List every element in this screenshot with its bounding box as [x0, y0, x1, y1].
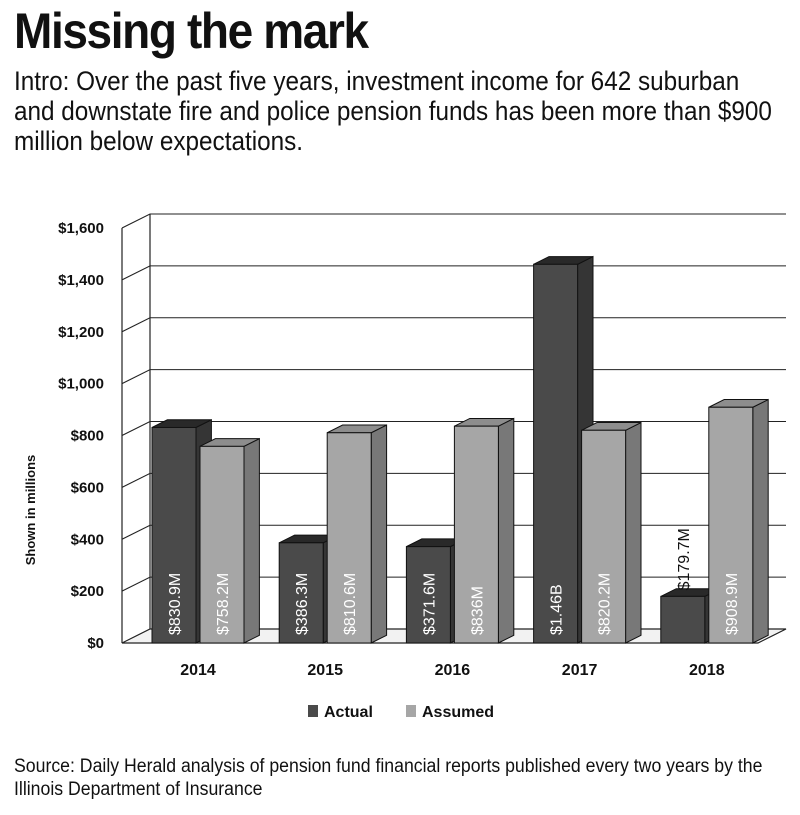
data-label: $810.6M	[342, 573, 359, 635]
gridline	[121, 317, 786, 333]
x-tick-label: 2016	[435, 662, 471, 679]
data-label: $758.2M	[215, 573, 232, 635]
bar	[199, 437, 260, 644]
legend: Actual Assumed	[308, 704, 494, 721]
data-label: $908.9M	[724, 573, 741, 635]
bars	[151, 255, 769, 644]
data-label: $179.7M	[676, 528, 693, 590]
bar	[708, 398, 769, 644]
intro-text: Intro: Over the past five years, investm…	[14, 66, 772, 156]
y-tick-label: $1,600	[58, 220, 104, 237]
bar-front	[326, 432, 372, 644]
bar-front	[660, 595, 706, 644]
data-label: $371.6M	[421, 573, 438, 635]
bar-side	[243, 437, 260, 644]
gridline	[121, 265, 786, 281]
bar-side	[370, 424, 388, 644]
bar-side	[752, 398, 769, 644]
x-tick-label: 2018	[689, 662, 725, 679]
y-tick-label: $0	[87, 635, 104, 652]
legend-label: Actual	[324, 704, 373, 721]
bar-front	[581, 429, 627, 644]
bar	[453, 417, 515, 644]
bar-front	[405, 546, 451, 644]
bar-front	[708, 406, 754, 644]
bar-front	[151, 426, 197, 644]
data-label: $830.9M	[167, 573, 184, 635]
bar-front	[533, 263, 579, 644]
y-tick-label: $1,400	[58, 272, 104, 289]
legend-swatch	[308, 705, 318, 717]
y-tick-label: $1,000	[58, 376, 104, 393]
y-tick-label: $600	[71, 479, 104, 496]
x-axis: 2014 2015 2016 2017 2018	[180, 662, 724, 679]
legend-swatch	[406, 705, 416, 717]
x-tick-label: 2015	[307, 662, 343, 679]
gridline	[121, 213, 786, 229]
bar-side	[497, 417, 515, 644]
data-label: $386.3M	[294, 573, 311, 635]
bar-front	[453, 425, 499, 644]
y-tick-label: $400	[71, 531, 104, 548]
y-tick-label: $200	[71, 583, 104, 600]
data-label: $1.46B	[549, 584, 566, 635]
data-label: $820.2M	[597, 573, 614, 635]
y-axis: $0 $200 $400 $600 $800 $1,000 $1,200 $1,400 $1,6…	[58, 220, 123, 652]
bar-front	[199, 445, 245, 644]
bar	[581, 421, 642, 644]
bar-chart: $0 $200 $400 $600 $800 $1,000 $1,200 $1,400 $1,6…	[23, 213, 787, 721]
bar	[326, 424, 388, 644]
y-tick-label: $1,200	[58, 324, 104, 341]
x-tick-label: 2014	[180, 662, 216, 679]
x-tick-label: 2017	[562, 662, 598, 679]
bar-front	[278, 542, 324, 644]
gridline	[121, 369, 786, 385]
data-label: $836M	[469, 586, 486, 635]
data-labels: $830.9M $758.2M $386.3M $810.6M $371.6M $836M…	[167, 528, 741, 635]
source-note: Source: Daily Herald analysis of pension…	[14, 756, 763, 800]
bar-side	[625, 421, 642, 644]
legend-label: Assumed	[422, 704, 494, 721]
chart-title: Missing the mark	[14, 3, 369, 59]
y-tick-label: $800	[71, 428, 104, 445]
y-axis-label: Shown in millions	[23, 455, 38, 566]
